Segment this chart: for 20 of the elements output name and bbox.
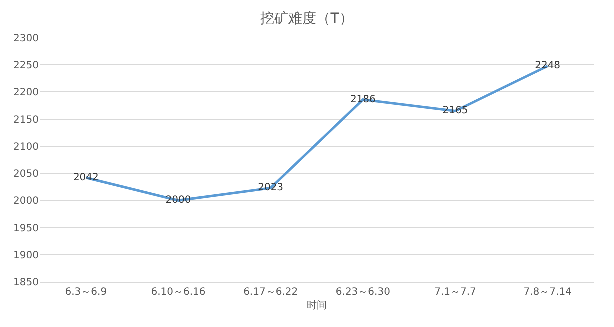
y-tick-label: 2150 — [14, 114, 39, 126]
x-tick-label: 7.8～7.14 — [524, 287, 572, 298]
data-label: 2042 — [73, 172, 99, 184]
chart-title: 挖矿难度（T） — [260, 10, 354, 27]
y-tick-label: 2300 — [14, 34, 39, 44]
x-tick-label: 6.23～6.30 — [336, 287, 390, 298]
x-tick-label: 7.1～7.7 — [434, 287, 476, 298]
x-tick-label: 6.3～6.9 — [65, 287, 108, 298]
y-tick-label: 2250 — [14, 60, 39, 72]
data-label: 2248 — [535, 60, 561, 72]
x-tick-label: 6.17～6.22 — [244, 287, 298, 298]
y-tick-label: 2000 — [14, 196, 39, 208]
x-tick-label: 6.10～6.16 — [151, 287, 206, 298]
y-tick-label: 2050 — [14, 169, 39, 180]
y-tick-label: 1950 — [14, 223, 39, 234]
y-tick-label: 2100 — [14, 142, 39, 153]
y-tick-label: 2200 — [14, 88, 39, 99]
x-axis-title: 时间 — [307, 300, 327, 312]
y-tick-label: 1900 — [14, 250, 39, 262]
y-tick-label: 1850 — [14, 278, 39, 288]
